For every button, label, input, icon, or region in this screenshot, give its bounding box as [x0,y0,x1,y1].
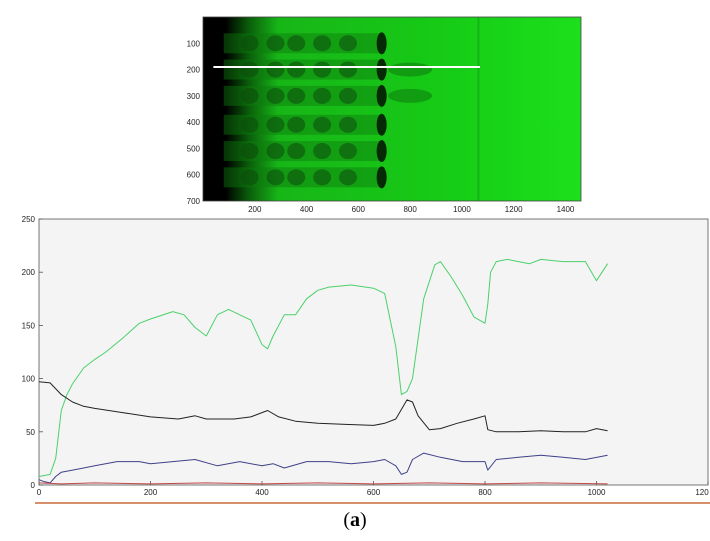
gel-x-tick-label: 1400 [557,205,575,214]
plot-y-tick-label: 150 [22,321,36,330]
plot-x-tick-label: 600 [367,488,381,497]
plot-series-line [38,482,608,485]
plot-series-line [38,258,609,477]
gel-image-background [203,17,581,201]
gel-band [338,61,357,78]
gel-edge [477,17,480,201]
gel-band [266,116,285,133]
gel-band [287,143,306,160]
gel-y-tick-label: 200 [187,66,201,75]
gel-band [240,116,259,133]
gel-band [313,143,332,160]
plot-series-group [38,258,609,485]
gel-band [313,61,332,78]
gel-y-tick-label: 100 [187,39,201,48]
gel-band [266,35,285,52]
gel-band [313,87,332,104]
gel-x-tick-label: 400 [300,205,314,214]
plot-x-tick-label: 800 [478,488,492,497]
gel-band [287,35,306,52]
gel-band [338,143,357,160]
gel-y-tick-label: 700 [187,197,201,206]
plot-y-tick-label: 0 [31,481,36,490]
plot-y-tick-label: 200 [22,268,36,277]
gel-band [266,169,285,186]
gel-y-tick-label: 600 [187,171,201,180]
gel-band [240,87,259,104]
gel-smear [388,88,433,103]
gel-band [266,61,285,78]
gel-band [287,169,306,186]
gel-band-front [376,166,387,189]
gel-y-tick-label: 300 [187,92,201,101]
gel-x-axis: 200 400 600 800 1000 1200 1400 [248,205,575,214]
gel-band [338,116,357,133]
gel-x-tick-label: 800 [403,205,417,214]
gel-band [266,143,285,160]
gel-lane-bands [223,17,480,201]
gel-band [313,35,332,52]
plot-x-tick-label: 1000 [588,488,606,497]
plot-area [38,218,709,486]
gel-band [240,35,259,52]
plot-series-line [38,452,608,484]
gel-band-front [376,113,387,136]
gel-x-tick-label: 1000 [453,205,471,214]
plot-x-tick-label: 400 [255,488,269,497]
gel-x-tick-label: 600 [352,205,366,214]
gel-image-frame [202,16,582,202]
gel-y-axis: 100 200 300 400 500 600 700 [187,39,201,206]
gel-y-tick-label: 500 [187,144,201,153]
plot-y-tick-label: 100 [22,375,36,384]
plot-series-line [38,381,608,433]
gel-band [240,61,259,78]
gel-band [338,87,357,104]
gel-band [287,87,306,104]
gel-band [313,169,332,186]
plot-x-tick-label: 120 [695,488,709,497]
gel-band [266,87,285,104]
gel-band [338,35,357,52]
gel-band [287,116,306,133]
gel-x-tick-label: 200 [248,205,262,214]
profile-plot-panel: 0 50 100 150 200 250 0 200 400 600 800 1000 120 [22,215,710,497]
gel-band-front [376,140,387,163]
gel-band [338,169,357,186]
gel-image-panel: 100 200 300 400 500 600 700 200 400 600 800 1000 12… [187,16,582,214]
plot-y-tick-label: 50 [26,428,35,437]
gel-band [240,169,259,186]
plot-x-tick-label: 200 [144,488,158,497]
gel-band-front [376,84,387,107]
plot-x-tick-label: 0 [37,488,42,497]
gel-smear [388,62,433,77]
gel-band-front [376,32,387,55]
plot-y-tick-label: 250 [22,215,36,224]
gel-y-tick-label: 400 [187,118,201,127]
gel-band-front [376,58,387,81]
gel-band [287,61,306,78]
gel-band [240,143,259,160]
panel-caption: (a) [343,509,367,531]
plot-y-axis: 0 50 100 150 200 250 [22,215,43,490]
gel-band [313,116,332,133]
gel-x-tick-label: 1200 [505,205,523,214]
